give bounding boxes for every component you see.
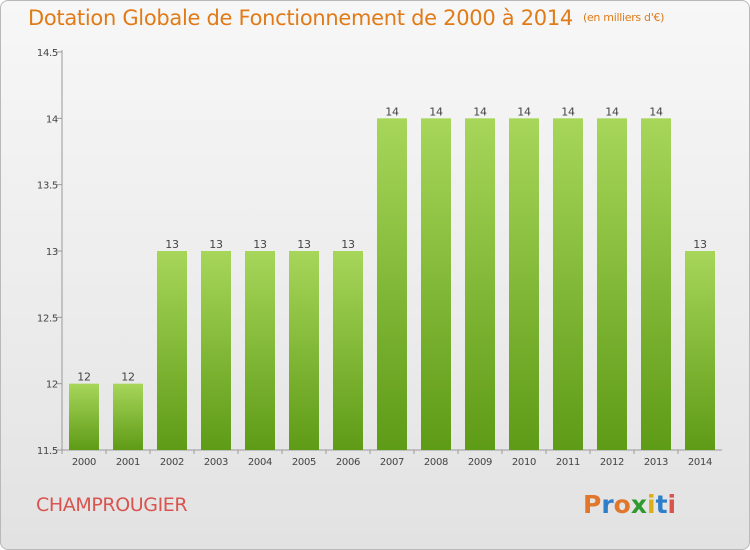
bar-2000[interactable] [69, 383, 99, 450]
y-tick-label: 13.5 [37, 181, 58, 192]
chart-title: Dotation Globale de Fonctionnement de 20… [28, 6, 664, 30]
logo-letter: P [583, 490, 602, 519]
logo-letter: t [655, 490, 668, 519]
data-label-2011: 14 [561, 105, 575, 118]
data-label-2006: 13 [341, 238, 355, 251]
data-label-2005: 13 [297, 238, 311, 251]
x-tick-label: 2004 [248, 457, 272, 468]
x-tick-label: 2011 [556, 457, 580, 468]
x-tick-label: 2000 [72, 457, 96, 468]
y-tick-label: 12.5 [37, 313, 58, 324]
x-tick-label: 2014 [688, 457, 712, 468]
data-label-2009: 14 [473, 105, 487, 118]
bar-2002[interactable] [157, 251, 187, 450]
y-tick-label: 14.5 [37, 48, 58, 59]
bar-2014[interactable] [685, 251, 715, 450]
bar-2003[interactable] [201, 251, 231, 450]
bar-2005[interactable] [289, 251, 319, 450]
data-label-2012: 14 [605, 105, 619, 118]
bar-2006[interactable] [333, 251, 363, 450]
bar-2011[interactable] [553, 118, 583, 450]
bar-2010[interactable] [509, 118, 539, 450]
bar-2012[interactable] [597, 118, 627, 450]
bar-2009[interactable] [465, 118, 495, 450]
data-label-2007: 14 [385, 105, 399, 118]
y-tick-label: 11.5 [37, 446, 58, 457]
x-tick-label: 2006 [336, 457, 360, 468]
y-tick-label: 14 [46, 114, 58, 125]
logo-letter: x [630, 490, 647, 519]
y-tick-label: 12 [46, 380, 58, 391]
logo-letter: i [667, 490, 677, 519]
data-label-2008: 14 [429, 105, 443, 118]
bar-2007[interactable] [377, 118, 407, 450]
logo-letter: i [647, 490, 656, 519]
data-label-2001: 12 [121, 371, 134, 384]
logo-letter: r [601, 490, 614, 519]
bar-2008[interactable] [421, 118, 451, 450]
data-label-2010: 14 [517, 105, 531, 118]
x-tick-label: 2001 [116, 457, 140, 468]
data-label-2000: 12 [77, 371, 90, 384]
x-tick-label: 2007 [380, 457, 404, 468]
chart-title-text: Dotation Globale de Fonctionnement de 20… [28, 6, 573, 30]
x-tick-label: 2012 [600, 457, 624, 468]
bar-2001[interactable] [113, 383, 143, 450]
commune-name: CHAMPROUGIER [36, 494, 188, 516]
x-tick-label: 2003 [204, 457, 228, 468]
data-label-2004: 13 [253, 238, 267, 251]
x-tick-label: 2010 [512, 457, 536, 468]
x-tick-label: 2005 [292, 457, 316, 468]
data-label-2003: 13 [209, 238, 223, 251]
bar-2013[interactable] [641, 118, 671, 450]
x-tick-label: 2008 [424, 457, 448, 468]
data-label-2013: 14 [649, 105, 663, 118]
x-tick-label: 2009 [468, 457, 492, 468]
unit-note: (en milliers d'€) [582, 11, 665, 24]
data-label-2014: 13 [693, 238, 707, 251]
data-label-2002: 13 [165, 238, 179, 251]
proxiti-logo[interactable]: Proxiti [583, 490, 676, 519]
logo-letter: o [613, 490, 631, 519]
x-tick-label: 2013 [644, 457, 668, 468]
y-tick-label: 13 [46, 247, 58, 258]
x-tick-label: 2002 [160, 457, 184, 468]
bar-2004[interactable] [245, 251, 275, 450]
